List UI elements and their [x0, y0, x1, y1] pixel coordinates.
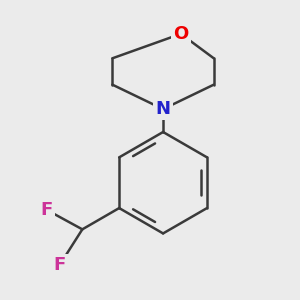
Text: O: O — [173, 25, 188, 43]
Text: N: N — [156, 100, 171, 118]
Text: F: F — [40, 201, 52, 219]
Text: F: F — [53, 256, 66, 274]
